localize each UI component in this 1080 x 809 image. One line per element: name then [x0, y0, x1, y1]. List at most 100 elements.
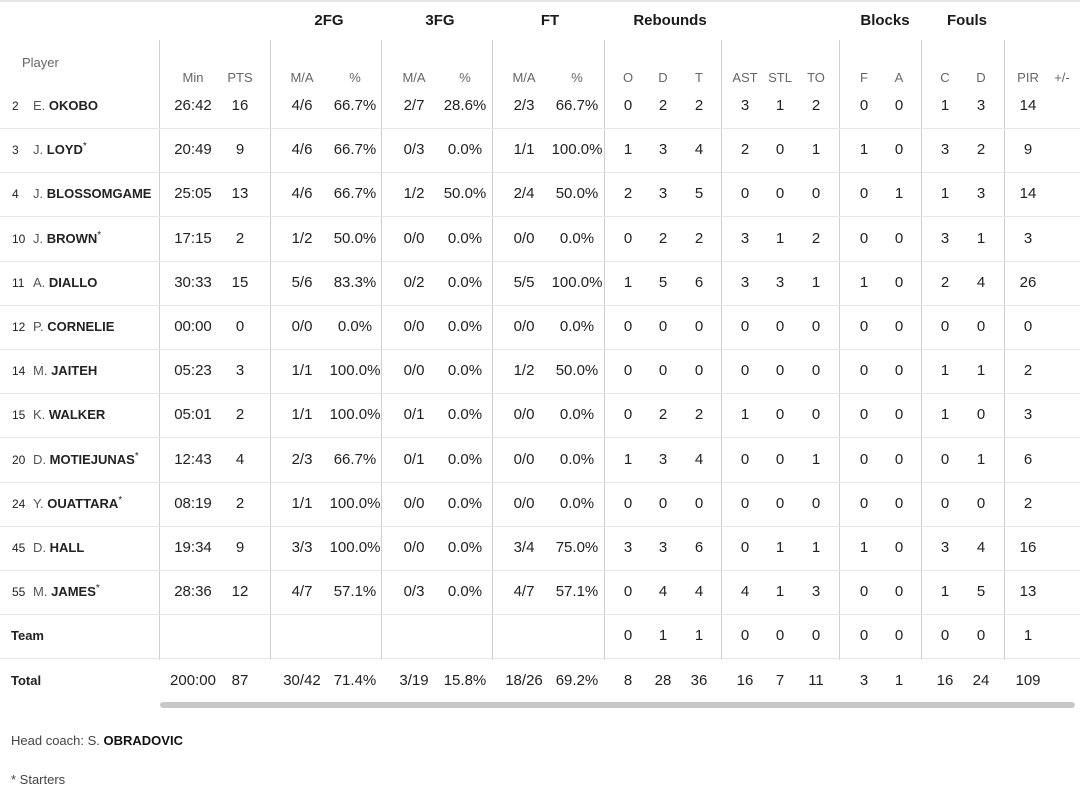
cell-ft-ma: 0/0	[513, 230, 535, 247]
player-initial: E.	[33, 98, 46, 113]
starter-marker: *	[97, 230, 102, 241]
cell-o: 0	[623, 230, 633, 247]
player-name-link[interactable]: M. JAMES*	[33, 570, 100, 614]
cell-fg2-pct: 57.1%	[333, 583, 377, 600]
column-separator	[604, 40, 605, 660]
cell-d: 2	[658, 230, 668, 247]
player-row[interactable]: 15 K. WALKER 05:01 2 1/1 100.0% 0/1 0.0% 0/0 0.0%…	[0, 393, 1080, 437]
cell-fg3-ma: 0/0	[403, 495, 425, 512]
cell-d: 0	[658, 318, 668, 335]
row-divider	[0, 437, 1080, 438]
cell-stl: 0	[775, 406, 785, 423]
player-name-link[interactable]: A. DIALLO	[33, 261, 97, 305]
cell-bf: 0	[859, 318, 869, 335]
cell-t: 0	[694, 495, 704, 512]
row-divider	[0, 216, 1080, 217]
player-surname: HALL	[49, 540, 85, 555]
cell-bf: 0	[859, 451, 869, 468]
cell-pm	[1047, 614, 1077, 658]
player-row[interactable]: 4 J. BLOSSOMGAME 25:05 13 4/6 66.7% 1/2 50.0% 2/…	[0, 172, 1080, 216]
player-name-link[interactable]: E. OKOBO	[33, 84, 98, 128]
player-row[interactable]: 55 M. JAMES* 28:36 12 4/7 57.1% 0/3 0.0% 4/7 57.1…	[0, 570, 1080, 614]
player-name-link[interactable]: J. BLOSSOMGAME	[33, 172, 151, 216]
cell-stl: 1	[775, 230, 785, 247]
player-name-link[interactable]: J. LOYD*	[33, 128, 87, 172]
cell-fg2-ma: 5/6	[291, 274, 313, 291]
team-row: Team 0 1 1 0 0 0 0 0 0 0 1	[0, 614, 1080, 658]
player-name-link[interactable]: J. BROWN*	[33, 217, 101, 261]
player-number: 15	[12, 408, 26, 422]
column-header-fg2-pct: %	[349, 70, 361, 85]
cell-fg3-pct: 0.0%	[447, 274, 483, 291]
head-coach: Head coach: S. OBRADOVIC	[11, 733, 183, 748]
cell-o: 2	[623, 185, 633, 202]
column-header-stl: STL	[768, 70, 792, 85]
player-number: 20	[12, 453, 26, 467]
player-number: 11	[12, 276, 25, 290]
cell-bf: 0	[859, 627, 869, 644]
player-row[interactable]: 10 J. BROWN* 17:15 2 1/2 50.0% 0/0 0.0% 0/0 0.0% 0…	[0, 217, 1080, 261]
column-header-min: Min	[182, 70, 204, 85]
cell-fg3-ma: 0/3	[403, 583, 425, 600]
player-name-link[interactable]: K. WALKER	[33, 393, 105, 437]
cell-ba: 0	[894, 406, 904, 423]
cell-fc: 1	[940, 97, 950, 114]
player-initial: M.	[33, 584, 48, 599]
player-row[interactable]: 45 D. HALL 19:34 9 3/3 100.0% 0/0 0.0% 3/4 75.0% 3…	[0, 526, 1080, 570]
total-row: Total 200:00 87 30/42 71.4% 3/19 15.8% 18/26 69.…	[0, 659, 1080, 703]
cell-fc: 3	[940, 141, 950, 158]
row-divider	[0, 128, 1080, 129]
player-name-link[interactable]: Y. OUATTARA*	[33, 482, 122, 526]
cell-min: 00:00	[174, 318, 212, 335]
player-surname: JAMES	[51, 584, 96, 599]
cell-to: 1	[811, 539, 821, 556]
cell-pm	[1047, 261, 1077, 305]
cell-t: 6	[694, 274, 704, 291]
cell-ft-pct: 100.0%	[551, 274, 603, 291]
cell-fg2-pct: 100.0%	[329, 539, 381, 556]
player-row[interactable]: 14 M. JAITEH 05:23 3 1/1 100.0% 0/0 0.0% 1/2 50.0…	[0, 349, 1080, 393]
head-coach-name: OBRADOVIC	[103, 733, 183, 748]
cell-fg3-pct: 0.0%	[447, 406, 483, 423]
cell-to: 1	[811, 274, 821, 291]
column-header-fc: C	[940, 70, 950, 85]
cell-fc: 0	[940, 495, 950, 512]
cell-t: 4	[694, 141, 704, 158]
cell-o: 0	[623, 406, 633, 423]
player-name-link[interactable]: D. MOTIEJUNAS*	[33, 438, 139, 482]
column-header-pts: PTS	[227, 70, 253, 85]
cell-fd: 4	[976, 539, 986, 556]
cell-pm	[1047, 393, 1077, 437]
player-row[interactable]: 20 D. MOTIEJUNAS* 12:43 4 2/3 66.7% 0/1 0.0% 0/0…	[0, 438, 1080, 482]
player-row[interactable]: 3 J. LOYD* 20:49 9 4/6 66.7% 0/3 0.0% 1/1 100.0% 1…	[0, 128, 1080, 172]
cell-fg2-pct: 100.0%	[329, 495, 381, 512]
cell-stl: 0	[775, 627, 785, 644]
cell-d: 0	[658, 495, 668, 512]
player-name-link[interactable]: P. CORNELIE	[33, 305, 114, 349]
cell-t: 36	[690, 672, 708, 689]
cell-fg2-ma	[277, 614, 327, 658]
player-row[interactable]: 2 E. OKOBO 26:42 16 4/6 66.7% 2/7 28.6% 2/3 66.7%…	[0, 84, 1080, 128]
cell-bf: 0	[859, 406, 869, 423]
cell-pir: 3	[1023, 406, 1033, 423]
cell-to: 1	[811, 141, 821, 158]
horizontal-scrollbar[interactable]	[160, 702, 1075, 708]
cell-o: 1	[623, 274, 633, 291]
player-row[interactable]: 11 A. DIALLO 30:33 15 5/6 83.3% 0/2 0.0% 5/5 100.…	[0, 261, 1080, 305]
cell-fc: 16	[936, 672, 954, 689]
cell-fd: 1	[976, 451, 986, 468]
cell-d: 28	[654, 672, 672, 689]
player-row[interactable]: 12 P. CORNELIE 00:00 0 0/0 0.0% 0/0 0.0% 0/0 0.0%…	[0, 305, 1080, 349]
player-name-link[interactable]: D. HALL	[33, 526, 84, 570]
player-name-link[interactable]: M. JAITEH	[33, 349, 97, 393]
cell-pts	[220, 614, 260, 658]
player-number: 45	[12, 541, 26, 555]
cell-fg2-ma: 4/6	[291, 185, 313, 202]
cell-ft-pct: 75.0%	[555, 539, 599, 556]
player-row[interactable]: 24 Y. OUATTARA* 08:19 2 1/1 100.0% 0/0 0.0% 0/0 0…	[0, 482, 1080, 526]
cell-fd: 1	[976, 230, 986, 247]
column-header-pir: PIR	[1017, 70, 1039, 85]
player-surname: OUATTARA	[47, 496, 119, 511]
cell-pts: 87	[231, 672, 249, 689]
cell-t: 2	[694, 230, 704, 247]
